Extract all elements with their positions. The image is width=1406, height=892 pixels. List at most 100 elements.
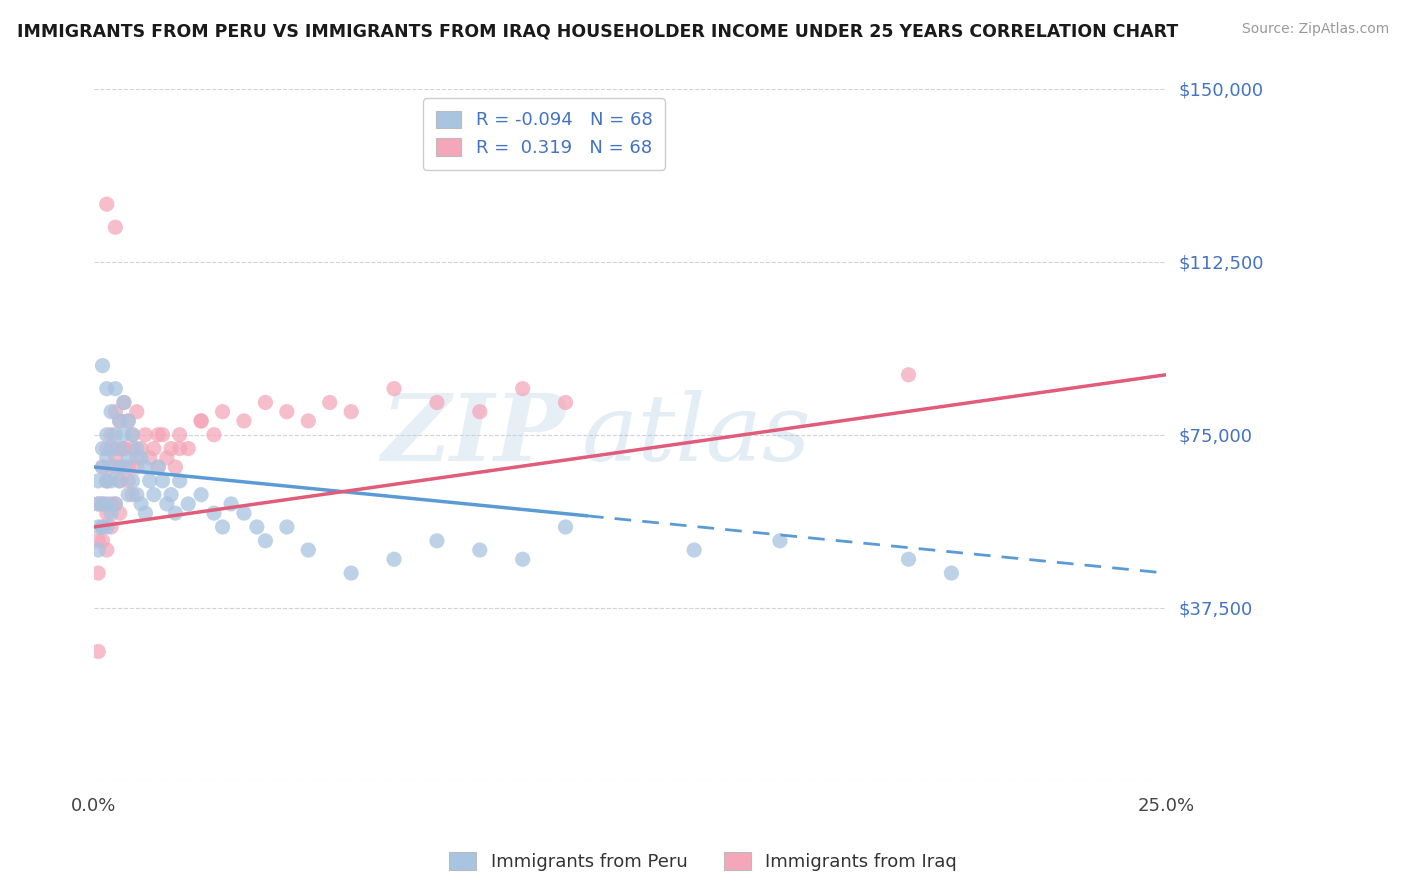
Point (340, 566, 363, 580)
Point (297, 414, 319, 428)
Point (91, 520, 114, 534)
Point (340, 405, 363, 419)
Point (96, 450, 118, 465)
Point (233, 506, 256, 520)
Point (96, 427, 118, 442)
Point (87, 497, 110, 511)
Point (96, 474, 118, 488)
Point (211, 405, 233, 419)
Point (211, 520, 233, 534)
Point (100, 497, 122, 511)
Point (96, 520, 118, 534)
Point (125, 460, 148, 475)
Point (87, 533, 110, 548)
Point (152, 427, 174, 442)
Point (108, 506, 131, 520)
Point (169, 427, 191, 442)
Point (156, 497, 179, 511)
Point (897, 368, 920, 382)
Point (276, 520, 298, 534)
Point (160, 488, 183, 502)
Point (554, 395, 576, 409)
Point (202, 506, 225, 520)
Point (104, 450, 127, 465)
Point (382, 552, 405, 566)
Point (108, 414, 131, 428)
Point (160, 442, 183, 456)
Point (121, 442, 143, 456)
Point (426, 533, 449, 548)
Point (112, 442, 135, 456)
Point (138, 474, 160, 488)
Point (104, 442, 127, 456)
Point (941, 566, 963, 580)
Point (468, 405, 491, 419)
Point (142, 488, 165, 502)
Point (129, 450, 152, 465)
Point (91, 520, 114, 534)
Point (104, 460, 127, 475)
Point (104, 497, 127, 511)
Legend: R = -0.094   N = 68, R =  0.319   N = 68: R = -0.094 N = 68, R = 0.319 N = 68 (423, 98, 665, 169)
Point (165, 506, 187, 520)
Point (125, 488, 148, 502)
Point (96, 474, 118, 488)
Point (108, 414, 131, 428)
Text: Source: ZipAtlas.com: Source: ZipAtlas.com (1241, 22, 1389, 37)
Point (91, 497, 114, 511)
Point (254, 395, 277, 409)
Point (468, 543, 491, 558)
Point (219, 497, 242, 511)
Point (117, 450, 139, 465)
Point (148, 427, 170, 442)
Point (148, 460, 170, 475)
Point (683, 543, 706, 558)
Point (100, 427, 122, 442)
Point (121, 427, 143, 442)
Point (897, 552, 920, 566)
Point (202, 427, 225, 442)
Point (87, 543, 110, 558)
Point (156, 450, 179, 465)
Point (148, 460, 170, 475)
Point (246, 520, 269, 534)
Point (117, 414, 139, 428)
Point (87, 644, 110, 658)
Point (108, 442, 131, 456)
Point (169, 474, 191, 488)
Text: IMMIGRANTS FROM PERU VS IMMIGRANTS FROM IRAQ HOUSEHOLDER INCOME UNDER 25 YEARS C: IMMIGRANTS FROM PERU VS IMMIGRANTS FROM … (17, 22, 1178, 40)
Point (134, 460, 156, 475)
Point (125, 405, 148, 419)
Point (108, 474, 131, 488)
Point (152, 474, 174, 488)
Point (426, 395, 449, 409)
Point (142, 442, 165, 456)
Point (117, 414, 139, 428)
Point (96, 474, 118, 488)
Point (121, 474, 143, 488)
Point (121, 427, 143, 442)
Point (91, 497, 114, 511)
Point (129, 442, 152, 456)
Point (91, 533, 114, 548)
Point (91, 460, 114, 475)
Point (100, 460, 122, 475)
Point (100, 442, 122, 456)
Point (190, 414, 212, 428)
Point (96, 382, 118, 396)
Point (297, 543, 319, 558)
Point (104, 405, 127, 419)
Point (117, 460, 139, 475)
Point (96, 442, 118, 456)
Point (100, 506, 122, 520)
Point (125, 450, 148, 465)
Legend: Immigrants from Peru, Immigrants from Iraq: Immigrants from Peru, Immigrants from Ir… (441, 846, 965, 879)
Point (91, 359, 114, 373)
Point (104, 497, 127, 511)
Point (112, 427, 135, 442)
Point (121, 488, 143, 502)
Point (100, 474, 122, 488)
Point (382, 382, 405, 396)
Point (512, 552, 534, 566)
Point (190, 414, 212, 428)
